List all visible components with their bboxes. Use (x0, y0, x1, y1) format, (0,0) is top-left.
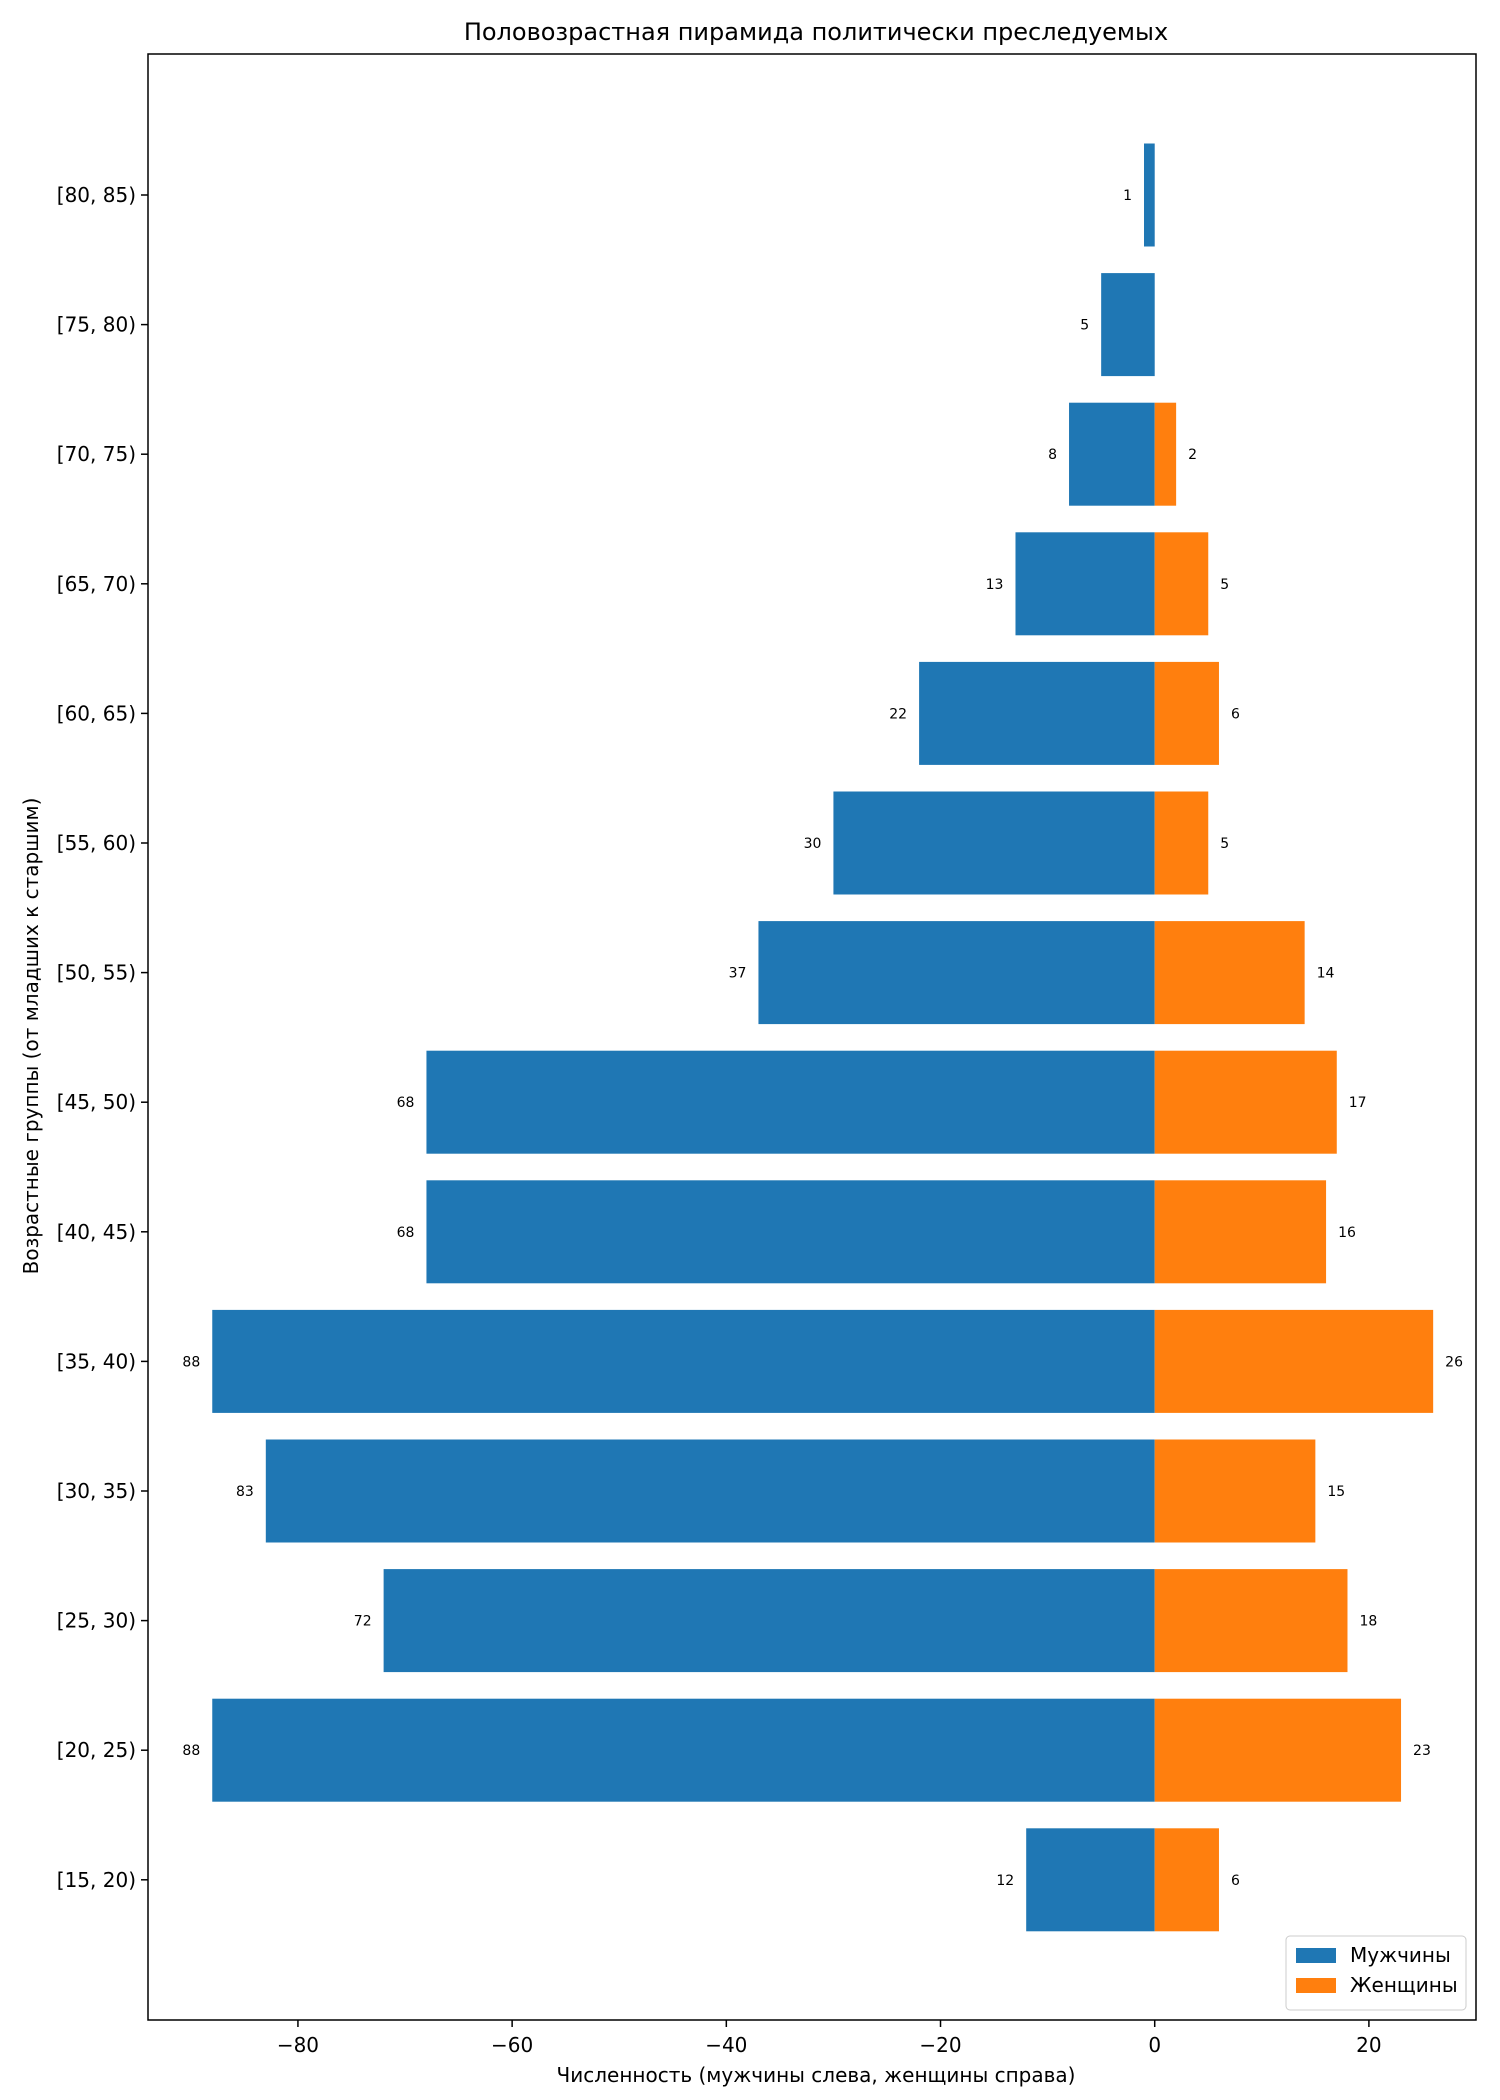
y-tick-label: [15, 20) (57, 1868, 136, 1892)
bar-label-women: 18 (1359, 1614, 1377, 1630)
y-tick-label: [65, 70) (57, 572, 136, 596)
bar-women (1154, 1180, 1327, 1284)
bar-label-women: 23 (1413, 1743, 1431, 1759)
bar-label-men: 83 (236, 1484, 254, 1500)
bar-label-men: 68 (397, 1095, 415, 1111)
y-tick-label: [20, 25) (57, 1738, 136, 1762)
bar-label-women: 5 (1220, 577, 1229, 593)
chart-title: Половозрастная пирамида политически прес… (464, 18, 1168, 46)
bar-label-men: 8 (1048, 447, 1057, 463)
bar-women (1154, 532, 1209, 636)
axes-frame (147, 53, 1477, 2021)
bar-label-men: 1 (1123, 188, 1132, 204)
x-axis-label: Численность (мужчины слева, женщины спра… (557, 2063, 1076, 2087)
legend-label: Женщины (1350, 1973, 1458, 1997)
x-tick-label: −60 (491, 2033, 533, 2057)
bar-label-men: 5 (1080, 318, 1089, 334)
bar-men (212, 1698, 1155, 1802)
bar-men (1069, 402, 1155, 506)
bar-label-men: 37 (729, 966, 747, 982)
bar-label-men: 68 (397, 1225, 415, 1241)
bar-men (426, 1050, 1155, 1154)
y-tick-label: [40, 45) (57, 1220, 136, 1244)
bar-men (426, 1180, 1155, 1284)
x-tick-label: −20 (919, 2033, 961, 2057)
bar-men (758, 921, 1155, 1025)
x-tick-label: 20 (1356, 2033, 1381, 2057)
y-axis-label: Возрастные группы (от младших к старшим) (19, 798, 43, 1275)
bar-men (1101, 273, 1155, 377)
bar-men (212, 1309, 1155, 1413)
y-tick-label: [35, 40) (57, 1349, 136, 1373)
bar-label-women: 2 (1188, 447, 1197, 463)
bar-women (1154, 1698, 1402, 1802)
bar-women (1154, 791, 1209, 895)
x-tick-label: −80 (277, 2033, 319, 2057)
bar-men (919, 661, 1155, 765)
bar-women (1154, 1050, 1337, 1154)
bar-men (265, 1439, 1155, 1543)
bar-women (1154, 1828, 1219, 1932)
bar-women (1154, 1569, 1348, 1673)
y-tick-label: [55, 60) (57, 831, 136, 855)
y-tick-label: [30, 35) (57, 1479, 136, 1503)
x-tick-label: 0 (1148, 2033, 1161, 2057)
bar-label-men: 88 (182, 1354, 200, 1370)
bar-label-women: 16 (1338, 1225, 1356, 1241)
legend-swatch (1296, 1978, 1336, 1993)
y-tick-label: [60, 65) (57, 701, 136, 725)
bar-label-men: 30 (804, 836, 822, 852)
bar-label-women: 14 (1317, 966, 1335, 982)
bar-label-men: 13 (986, 577, 1004, 593)
y-tick-label: [80, 85) (57, 183, 136, 207)
bar-label-women: 15 (1327, 1484, 1345, 1500)
bar-men (1015, 532, 1155, 636)
bar-label-men: 22 (889, 706, 907, 722)
bar-label-women: 26 (1445, 1354, 1463, 1370)
y-tick-label: [45, 50) (57, 1090, 136, 1114)
bar-label-men: 88 (182, 1743, 200, 1759)
bar-label-women: 6 (1231, 706, 1240, 722)
bar-women (1154, 1439, 1316, 1543)
bar-men (833, 791, 1155, 895)
bar-label-women: 6 (1231, 1873, 1240, 1889)
bar-label-men: 72 (354, 1614, 372, 1630)
y-tick-label: [70, 75) (57, 442, 136, 466)
y-tick-label: [50, 55) (57, 961, 136, 985)
bar-men (383, 1569, 1155, 1673)
y-tick-label: [25, 30) (57, 1609, 136, 1633)
x-tick-label: −40 (705, 2033, 747, 2057)
bar-women (1154, 921, 1305, 1025)
bar-label-women: 5 (1220, 836, 1229, 852)
bar-label-men: 12 (996, 1873, 1014, 1889)
bar-women (1154, 1309, 1434, 1413)
legend-label: Мужчины (1350, 1943, 1451, 1967)
bar-women (1154, 661, 1219, 765)
bar-men (1026, 1828, 1155, 1932)
y-tick-label: [75, 80) (57, 313, 136, 337)
bar-label-women: 17 (1349, 1095, 1367, 1111)
bar-men (1144, 143, 1155, 247)
bar-women (1154, 402, 1177, 506)
legend-swatch (1296, 1948, 1336, 1963)
